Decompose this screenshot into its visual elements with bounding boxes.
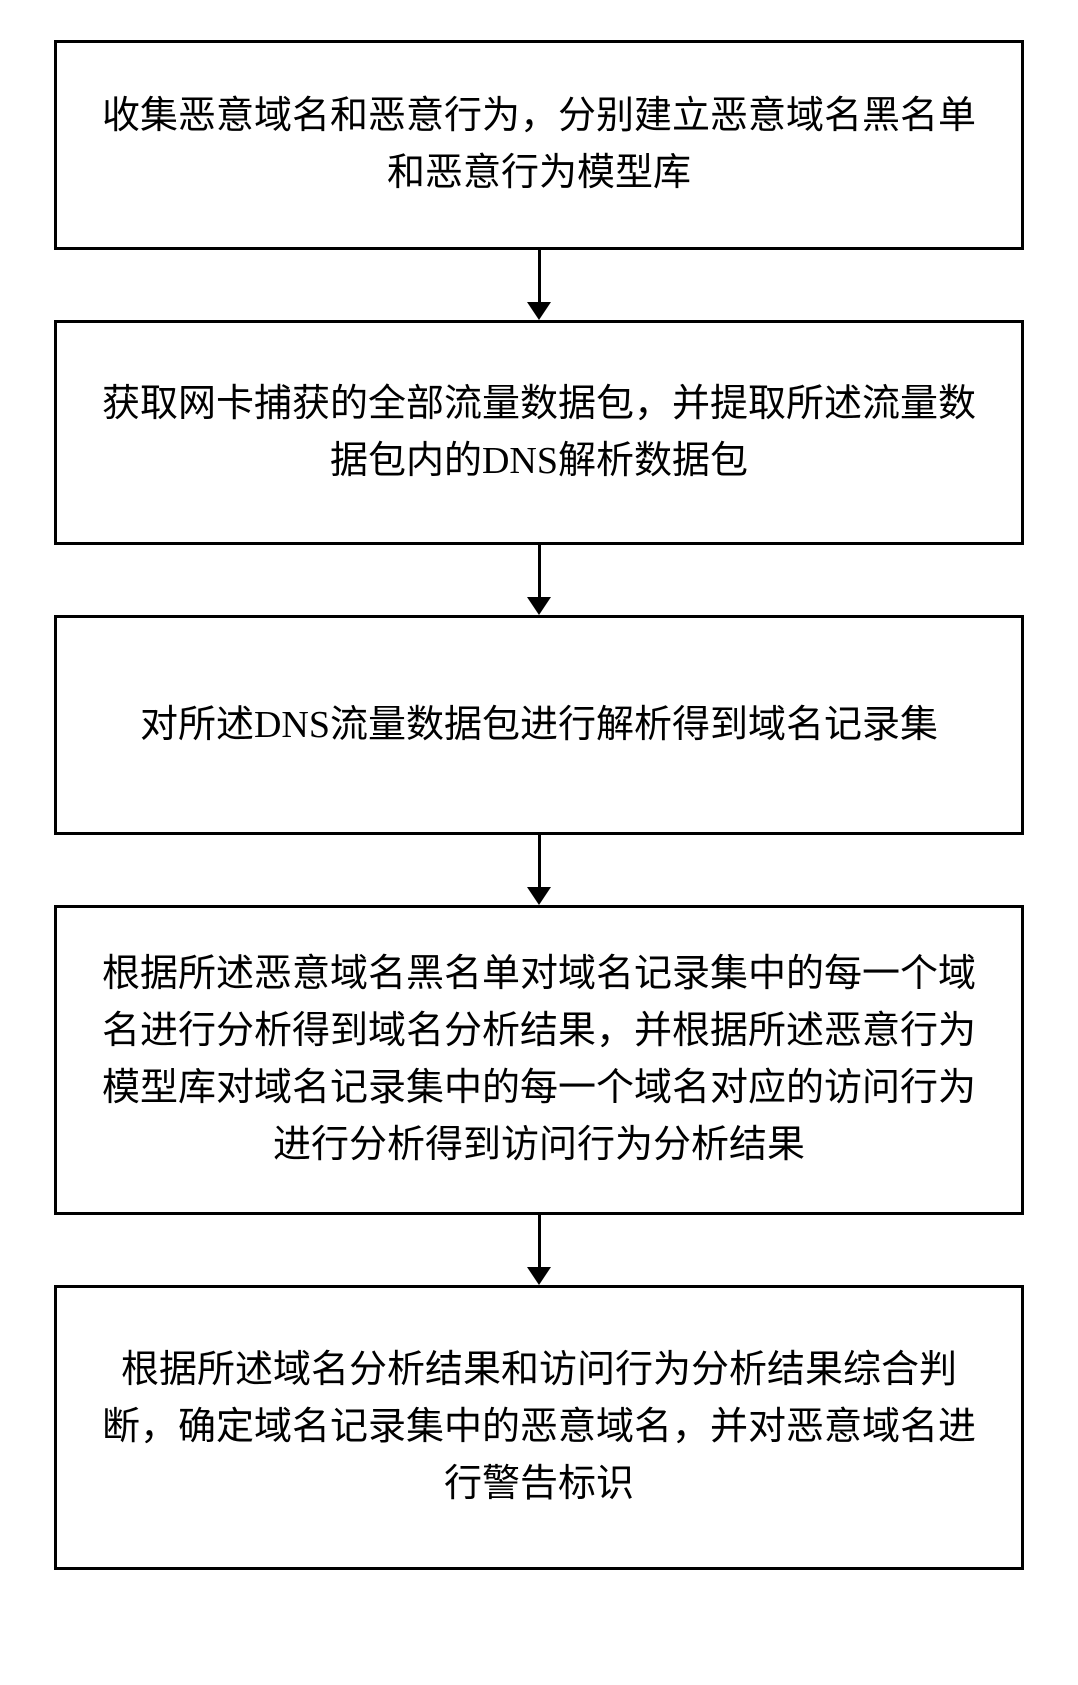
step-text: 获取网卡捕获的全部流量数据包，并提取所述流量数据包内的DNS解析数据包 xyxy=(97,376,981,490)
flowchart-step-5: 根据所述域名分析结果和访问行为分析结果综合判断，确定域名记录集中的恶意域名，并对… xyxy=(54,1285,1024,1570)
flowchart-step-1: 收集恶意域名和恶意行为，分别建立恶意域名黑名单和恶意行为模型库 xyxy=(54,40,1024,250)
arrow-1 xyxy=(527,250,551,320)
flowchart-step-3: 对所述DNS流量数据包进行解析得到域名记录集 xyxy=(54,615,1024,835)
flowchart-step-4: 根据所述恶意域名黑名单对域名记录集中的每一个域名进行分析得到域名分析结果，并根据… xyxy=(54,905,1024,1215)
step-text: 对所述DNS流量数据包进行解析得到域名记录集 xyxy=(140,697,938,754)
step-text: 根据所述恶意域名黑名单对域名记录集中的每一个域名进行分析得到域名分析结果，并根据… xyxy=(97,946,981,1174)
arrow-head-icon xyxy=(527,887,551,905)
flowchart-container: 收集恶意域名和恶意行为，分别建立恶意域名黑名单和恶意行为模型库 获取网卡捕获的全… xyxy=(50,40,1028,1570)
arrow-2 xyxy=(527,545,551,615)
arrow-line xyxy=(538,545,541,597)
arrow-4 xyxy=(527,1215,551,1285)
arrow-head-icon xyxy=(527,1267,551,1285)
arrow-line xyxy=(538,250,541,302)
arrow-head-icon xyxy=(527,302,551,320)
arrow-line xyxy=(538,835,541,887)
flowchart-step-2: 获取网卡捕获的全部流量数据包，并提取所述流量数据包内的DNS解析数据包 xyxy=(54,320,1024,545)
arrow-3 xyxy=(527,835,551,905)
step-text: 根据所述域名分析结果和访问行为分析结果综合判断，确定域名记录集中的恶意域名，并对… xyxy=(97,1342,981,1513)
arrow-line xyxy=(538,1215,541,1267)
step-text: 收集恶意域名和恶意行为，分别建立恶意域名黑名单和恶意行为模型库 xyxy=(97,88,981,202)
arrow-head-icon xyxy=(527,597,551,615)
